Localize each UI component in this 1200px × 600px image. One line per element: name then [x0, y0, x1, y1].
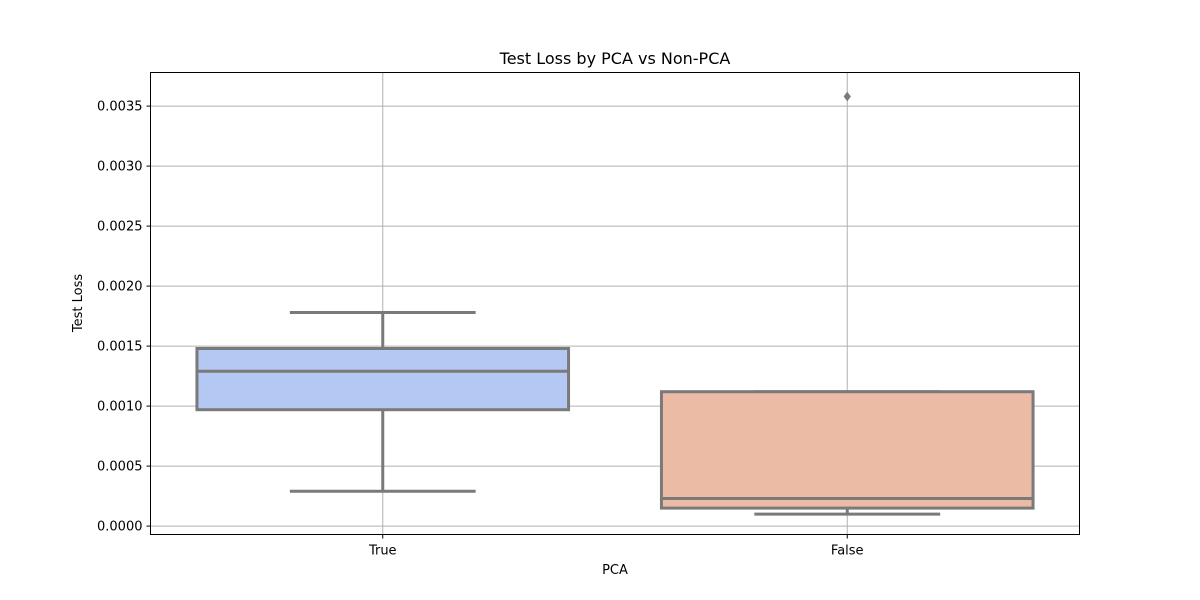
- y-axis-label: Test Loss: [71, 274, 86, 333]
- y-tick-label: 0.0010: [97, 400, 143, 415]
- chart-title: Test Loss by PCA vs Non-PCA: [499, 49, 731, 68]
- y-tick-label: 0.0035: [97, 100, 143, 115]
- x-axis-label: PCA: [602, 563, 628, 578]
- box-false: [659, 91, 1035, 516]
- x-tick-label: True: [368, 544, 397, 559]
- outlier-point: [843, 91, 851, 102]
- y-tick-label: 0.0000: [97, 520, 143, 535]
- axis-ticks: 0.0000 0.0005 0.0010 0.0015 0.0020 0.0025 0.00…: [97, 100, 864, 559]
- x-tick-label: False: [831, 544, 864, 559]
- iqr-box: [195, 347, 571, 412]
- iqr-box: [659, 390, 1035, 510]
- y-tick-label: 0.0020: [97, 280, 143, 295]
- box-true: [195, 311, 571, 493]
- y-tick-label: 0.0030: [97, 160, 143, 175]
- y-tick-label: 0.0015: [97, 340, 143, 355]
- boxes: [195, 91, 1035, 516]
- plot-area-frame: [150, 72, 1080, 535]
- y-tick-label: 0.0005: [97, 460, 143, 475]
- y-tick-label: 0.0025: [97, 220, 143, 235]
